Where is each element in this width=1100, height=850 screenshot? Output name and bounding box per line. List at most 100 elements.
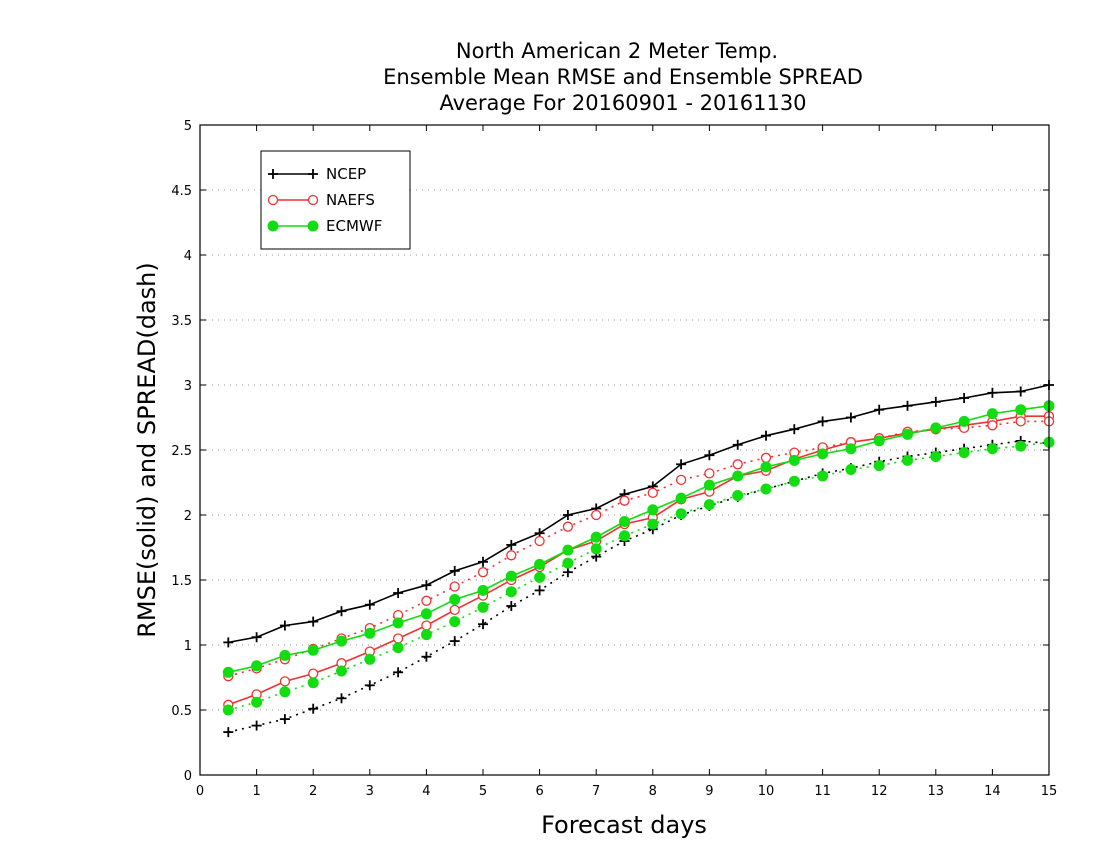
series-naefs-spread-point (506, 550, 517, 561)
series-ecmwf-rmse-point (364, 627, 376, 639)
series-naefs-spread-point (732, 459, 743, 470)
series-ecmwf-spread-point (788, 475, 800, 487)
series-ncep-spread-point (534, 585, 545, 596)
series-naefs-rmse-point (308, 668, 319, 679)
series-ncep-spread-point (562, 567, 573, 578)
series-ecmwf-spread-point (505, 586, 517, 598)
series-ecmwf-spread-point (1015, 440, 1027, 452)
series-ecmwf-rmse-point (902, 428, 913, 440)
series-ecmwf-rmse-point (986, 408, 998, 420)
x-tick-label: 4 (422, 784, 430, 799)
series-ncep-spread-point (421, 651, 432, 662)
series-naefs-spread-point (987, 420, 998, 431)
y-tick-label: 5 (184, 119, 192, 134)
series-ncep-spread-point (223, 727, 234, 738)
series-ecmwf-rmse-point (420, 608, 432, 620)
series-ncep-rmse-point (251, 632, 262, 643)
y-tick-label: 2.5 (171, 444, 192, 459)
legend-marker-start-naefs (267, 194, 279, 206)
series-naefs-rmse-point (392, 633, 404, 644)
series-ncep-rmse-point (449, 565, 460, 576)
series-ncep-spread-point (506, 601, 517, 611)
series-ecmwf-rmse-point (590, 531, 602, 543)
series-naefs-spread-point (534, 535, 545, 547)
series-ecmwf-rmse-point (958, 415, 970, 427)
series-ncep-rmse-point (308, 616, 319, 627)
x-tick-label: 12 (871, 784, 888, 799)
series-ncep-rmse-point (393, 588, 404, 598)
chart-title-line-1: North American 2 Meter Temp. (456, 39, 778, 63)
series-ecmwf-spread-point (392, 642, 404, 654)
series-ecmwf-rmse-point (534, 558, 546, 570)
y-tick-label: 3 (184, 379, 192, 394)
series-ecmwf-rmse-point (675, 492, 687, 504)
series-ncep-rmse-point (987, 387, 998, 398)
series-ncep-rmse-point (959, 393, 970, 403)
y-tick-label: 1.5 (171, 574, 192, 589)
series-ecmwf-rmse-point (336, 635, 347, 647)
series-ncep-rmse-point (789, 424, 800, 435)
series-ecmwf-rmse-point (449, 594, 461, 605)
x-tick-label: 10 (758, 784, 775, 799)
series-ecmwf-rmse-point (930, 422, 942, 434)
series-ncep-spread-point (279, 714, 290, 725)
y-tick-label: 2 (184, 509, 192, 524)
series-ecmwf-rmse-point (817, 448, 829, 460)
series-naefs-spread-point (449, 581, 460, 592)
series-naefs-spread-line (228, 420, 1049, 677)
series-naefs-spread-point (704, 468, 715, 479)
series-ecmwf-spread-point (534, 571, 546, 583)
series-naefs-rmse-point (279, 676, 291, 687)
series-naefs-spread-point (647, 487, 658, 499)
legend-marker-start-ncep (268, 169, 278, 179)
legend-marker-start-ecmwf (267, 220, 279, 232)
series-ecmwf-spread-point (873, 460, 885, 472)
series-ecmwf-spread-point (364, 653, 376, 665)
legend-marker-end-naefs (307, 194, 319, 206)
series-ecmwf-spread-point (420, 629, 432, 641)
x-tick-label: 0 (196, 784, 204, 799)
series-ecmwf-spread-point (986, 443, 998, 455)
series-ecmwf-rmse-point (222, 666, 234, 678)
series-ncep-spread-point (308, 703, 319, 714)
series-ecmwf-rmse-point (760, 461, 772, 473)
series-ncep-spread-point (336, 693, 347, 704)
x-axis-ticks: 0 1 2 3 4 5 6 7 8 9 10 11 12 13 14 15 (196, 125, 1057, 799)
y-axis-title: RMSE(solid) and SPREAD(dash) (133, 262, 161, 638)
series-ecmwf (222, 400, 1055, 716)
series-ncep-rmse-point (845, 412, 856, 423)
series-ecmwf-rmse-point (788, 454, 800, 466)
series-ecmwf-spread-point (477, 601, 489, 613)
series-ncep-rmse-point (279, 620, 290, 631)
series-ecmwf-rmse-point (307, 644, 319, 656)
x-tick-label: 2 (309, 784, 317, 799)
series-ecmwf-spread-point (675, 508, 687, 520)
series-ncep-rmse-point (874, 404, 885, 415)
y-tick-label: 3.5 (171, 314, 192, 329)
series-ncep-rmse-point (1015, 386, 1026, 397)
series-ncep-spread-point (393, 667, 404, 678)
series-ecmwf-spread-point (307, 677, 319, 689)
series-ecmwf-spread-point (619, 530, 630, 542)
x-tick-label: 7 (592, 784, 600, 799)
y-tick-label: 1 (184, 639, 192, 654)
legend-label-ncep: NCEP (326, 165, 366, 183)
series-layer (222, 380, 1055, 738)
x-tick-label: 6 (535, 784, 543, 799)
series-ecmwf-rmse-point (1015, 404, 1027, 416)
series-naefs-spread-point (675, 474, 687, 486)
series-ecmwf-rmse-point (845, 443, 857, 455)
series-naefs-spread-point (421, 595, 432, 606)
series-ecmwf-rmse-point (732, 470, 744, 482)
series-ncep-rmse-point (676, 459, 687, 470)
chart-title-line-3: Average For 20160901 - 20161130 (439, 91, 806, 115)
x-tick-label: 11 (814, 784, 831, 799)
series-ecmwf-rmse-point (619, 516, 630, 527)
series-ecmwf-rmse-point (873, 435, 885, 447)
series-ncep-rmse-point (336, 606, 347, 617)
x-tick-label: 9 (705, 784, 713, 799)
legend: NCEP NAEFS ECMWF (260, 150, 411, 250)
x-tick-label: 14 (984, 784, 1001, 799)
series-ecmwf-rmse-point (477, 584, 489, 596)
